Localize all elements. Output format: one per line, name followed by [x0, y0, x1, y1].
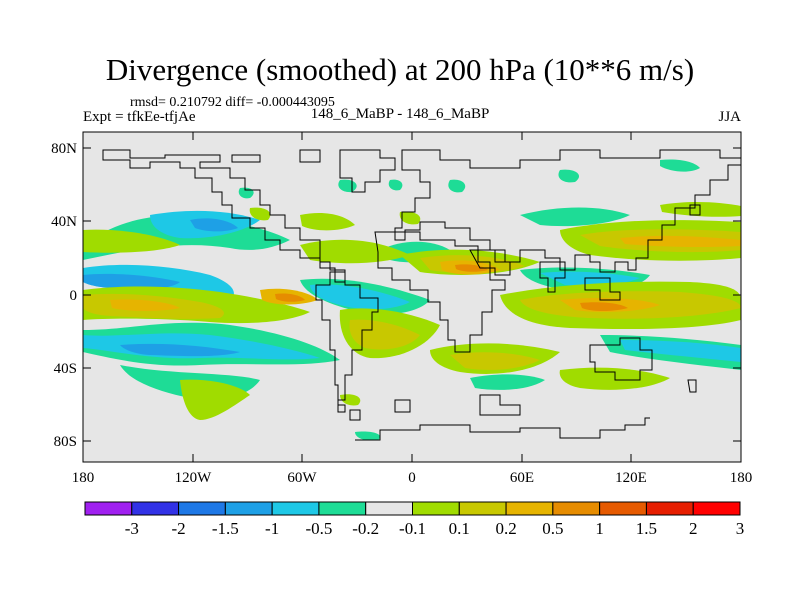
colorbar-label: 1 — [595, 519, 604, 538]
colorbar-swatch — [458, 501, 507, 516]
colorbar-swatch — [599, 501, 647, 516]
colorbar-label: -2 — [171, 519, 185, 538]
colorbar-label: -0.2 — [352, 519, 379, 538]
colorbar-swatch — [645, 501, 694, 516]
lat-tick-label: 80N — [51, 141, 77, 157]
lon-tick-label: 60E — [510, 470, 534, 486]
colorbar-label: -1 — [265, 519, 279, 538]
colorbar-label: 2 — [689, 519, 698, 538]
lon-tick-label: 180 — [72, 470, 95, 486]
colorbar-swatch — [692, 501, 741, 516]
colorbar-label: -0.5 — [305, 519, 332, 538]
lat-tick-label: 40S — [54, 361, 77, 377]
lat-tick-label: 80S — [54, 434, 77, 450]
colorbar-swatch — [505, 501, 554, 516]
stats-text: rmsd= 0.210792 diff= -0.000443095 — [130, 95, 335, 110]
colorbar-label: 1.5 — [636, 519, 657, 538]
lat-tick-label: 40N — [51, 214, 77, 230]
colorbar-label: -0.1 — [399, 519, 426, 538]
figure-title: Divergence (smoothed) at 200 hPa (10**6 … — [105, 52, 695, 87]
ticks — [83, 132, 741, 462]
lon-tick-label: 120E — [615, 470, 647, 486]
colorbar-swatch — [224, 501, 273, 516]
coastlines — [102, 149, 741, 441]
colorbar-swatch — [131, 501, 180, 516]
colorbar: -3 -2 -1.5 -1 -0.5 -0.2 -0.1 0.1 0.2 0.5 1 1.5 2 3 — [84, 501, 745, 538]
lat-tick-label: 0 — [70, 288, 78, 304]
lon-tick-label: 180 — [730, 470, 753, 486]
lon-tick-label: 120W — [175, 470, 213, 486]
colorbar-label: 0.5 — [542, 519, 563, 538]
lon-tick-label: 0 — [408, 470, 416, 486]
colorbar-label: 0.1 — [449, 519, 470, 538]
colorbar-label: -1.5 — [212, 519, 239, 538]
case-label: 148_6_MaBP - 148_6_MaBP — [310, 106, 490, 122]
colorbar-label: 0.2 — [495, 519, 516, 538]
colorbar-swatch — [271, 501, 320, 516]
colorbar-swatch — [365, 501, 414, 516]
colorbar-swatch — [412, 501, 460, 516]
experiment-label: Expt = tfkEe-tfjAe — [83, 109, 196, 125]
divergence-field — [83, 159, 741, 441]
lon-tick-label: 60W — [287, 470, 317, 486]
colorbar-swatch — [552, 501, 601, 516]
colorbar-swatch — [178, 501, 226, 516]
colorbar-swatch — [318, 501, 367, 516]
colorbar-swatch — [84, 501, 133, 516]
season-label: JJA — [718, 109, 741, 125]
colorbar-label: -3 — [125, 519, 139, 538]
colorbar-label: 3 — [736, 519, 745, 538]
